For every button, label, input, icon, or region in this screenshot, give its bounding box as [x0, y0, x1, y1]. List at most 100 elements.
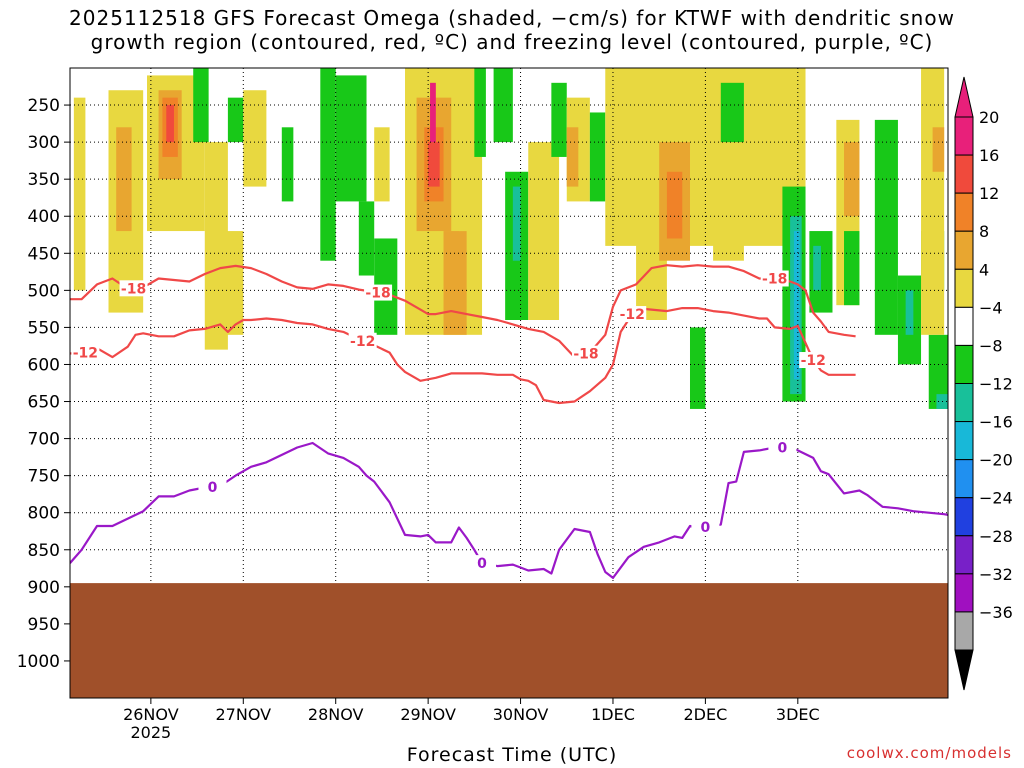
x-tick-label-3DEC: 3DEC	[776, 705, 820, 724]
contour-label-0: 0	[778, 440, 788, 456]
omega-cell-16	[358, 201, 375, 276]
colorbar-bin-6	[954, 344, 974, 384]
contour-label-bg--18-3	[760, 270, 789, 287]
contour-label-bg--12-0	[71, 344, 100, 361]
omega-cell-54	[928, 334, 948, 409]
contour-label-bg--12-2	[618, 306, 647, 323]
x-tick-label-26NOV: 26NOV	[123, 705, 179, 724]
contour-label-bg--18-0	[119, 280, 148, 297]
omega-cell-9	[193, 68, 209, 143]
omega-shading-layer	[73, 68, 948, 409]
colorbar-label-1: 16	[979, 146, 999, 165]
omega-cell-31	[551, 82, 567, 157]
colorbar-label-10: −24	[979, 489, 1013, 508]
contour-label-0: 0	[208, 480, 218, 496]
omega-cell-13	[320, 68, 336, 261]
y-tick-label-950: 950	[28, 615, 60, 635]
y-tick-label-700: 700	[28, 430, 60, 450]
colorbar-label-0: 20	[979, 108, 999, 127]
y-tick-label-600: 600	[28, 355, 60, 375]
axis-layer: 250 300 350 400 450 500 550 600 650 700 750 800 850 9…	[17, 96, 820, 742]
omega-cell-44	[793, 231, 800, 380]
plot-frame	[69, 67, 949, 699]
contour-label--18: -18	[573, 347, 598, 363]
colorbar-bin-5	[954, 306, 974, 346]
omega-cell-24	[443, 231, 467, 335]
contour-label-bg--18-1	[364, 284, 393, 301]
colorbar-label-11: −28	[979, 527, 1013, 546]
omega-cell-50	[874, 119, 898, 335]
colorbar-bin-7	[954, 383, 974, 423]
contour-label-bg-0-2	[691, 518, 720, 535]
y-tick-label-400: 400	[28, 207, 60, 227]
colorbar-bottom-cap	[954, 649, 974, 691]
y-tick-label-650: 650	[28, 393, 60, 413]
contour-label-bg-0-1	[468, 555, 497, 572]
colorbar-label-3: 8	[979, 222, 989, 241]
x-tick-label-29NOV: 29NOV	[400, 705, 456, 724]
x-tick-label-27NOV: 27NOV	[215, 705, 271, 724]
colorbar-bin-2	[954, 192, 974, 232]
chart-title-line-2: growth region (contoured, red, ºC) and f…	[90, 30, 934, 54]
contour-label--12: -12	[801, 353, 826, 369]
colorbar-label-12: −32	[979, 565, 1013, 584]
omega-cell-57	[932, 127, 945, 172]
ground-layer	[70, 583, 948, 698]
colorbar-bin-4	[954, 268, 974, 308]
colorbar-label-6: −8	[979, 336, 1003, 355]
colorbar-bin-10	[954, 497, 974, 537]
omega-cell-34	[589, 112, 606, 202]
contour-line--18	[70, 264, 856, 359]
omega-cell-15	[335, 75, 367, 202]
x-tick-label-1DEC: 1DEC	[591, 705, 635, 724]
colorbar-label-4: 4	[979, 260, 989, 279]
colorbar-bin-12	[954, 573, 974, 613]
omega-cell-48	[844, 142, 860, 217]
credit-link[interactable]: coolwx.com/models	[846, 744, 1012, 762]
omega-cell-38	[666, 171, 683, 239]
contour-label--18: -18	[365, 286, 390, 302]
colorbar-bin-13	[954, 611, 974, 651]
colorbar-top-cap	[954, 76, 974, 118]
omega-cell-49	[844, 231, 860, 306]
colorbar-label-7: −12	[979, 375, 1013, 394]
colorbar-label-5: −4	[979, 298, 1003, 317]
omega-cell-33	[566, 127, 579, 187]
y-tick-label-850: 850	[28, 541, 60, 561]
colorbar-bin-0	[954, 116, 974, 156]
contour-label-bg-0-0	[198, 478, 227, 495]
colorbar-bin-9	[954, 459, 974, 499]
omega-cell-2	[116, 127, 132, 232]
omega-cell-17	[374, 127, 390, 202]
omega-cell-30	[528, 142, 560, 320]
omega-cell-6	[166, 105, 174, 143]
colorbar-bin-8	[954, 421, 974, 461]
omega-cell-23	[430, 82, 436, 143]
colorbar-bin-3	[954, 230, 974, 270]
x-tick-label-28NOV: 28NOV	[308, 705, 364, 724]
contour-label-bg-0-3	[768, 439, 797, 456]
y-tick-label-300: 300	[28, 133, 60, 153]
omega-cell-11	[243, 90, 267, 187]
y-tick-label-1000: 1000	[17, 652, 60, 672]
y-tick-label-500: 500	[28, 281, 60, 301]
omega-cell-0	[73, 97, 86, 291]
omega-cell-22	[428, 142, 440, 187]
contour-label-0: 0	[477, 556, 487, 572]
contour-label--18: -18	[121, 281, 146, 297]
omega-cell-52	[905, 290, 914, 335]
contour-label-bg--12-3	[799, 352, 828, 369]
contour-line-0	[70, 441, 948, 579]
colorbar-bin-1	[954, 154, 974, 194]
colorbar: 20 16 12 8 4 −4 −8 −12 −16 −20 −24 −28 −32 −36	[954, 76, 1013, 691]
x-axis-label: Forecast Time (UTC)	[406, 744, 618, 766]
omega-cell-27	[493, 68, 513, 143]
omega-cell-26	[474, 68, 486, 157]
omega-cell-8	[220, 231, 244, 335]
contour-label-0: 0	[701, 520, 711, 536]
contour-line--12	[70, 307, 856, 405]
y-tick-label-550: 550	[28, 318, 60, 338]
contour-label-bg--18-2	[572, 345, 601, 362]
y-tick-label-250: 250	[28, 96, 60, 116]
contour-layer: -18 -18 -18 -18 -12 -12 -12 -12 0 0 0 0	[70, 264, 948, 579]
